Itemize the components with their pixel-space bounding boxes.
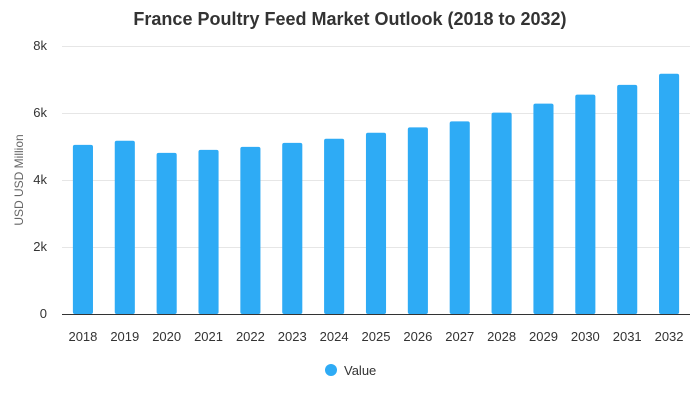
y-tick-label: 2k [33, 239, 47, 254]
bar-2022[interactable] [240, 146, 261, 314]
x-tick-label: 2022 [236, 329, 265, 344]
x-tick-label: 2020 [152, 329, 181, 344]
chart-title: France Poultry Feed Market Outlook (2018… [133, 9, 566, 29]
x-tick-label: 2031 [613, 329, 642, 344]
x-tick-label: 2019 [110, 329, 139, 344]
y-tick-label: 4k [33, 172, 47, 187]
bar-2025[interactable] [365, 132, 387, 314]
y-axis-label: USD USD Million [12, 134, 26, 225]
legend-label: Value [344, 363, 376, 378]
x-tick-label: 2032 [655, 329, 684, 344]
y-tick-label: 0 [40, 306, 47, 321]
bar-2027[interactable] [449, 121, 470, 314]
x-tick-label: 2018 [68, 329, 97, 344]
bars [72, 73, 680, 315]
x-tick-label: 2024 [320, 329, 349, 344]
y-tick-label: 8k [33, 38, 47, 53]
bar-2019[interactable] [114, 140, 135, 314]
y-tick-label: 6k [33, 105, 47, 120]
bar-2030[interactable] [575, 94, 596, 314]
legend[interactable]: Value [325, 363, 376, 378]
x-axis-ticks: 2018 2019 2020 2021 2022 2023 2024 2025 2026 2027… [68, 329, 683, 344]
bar-2021[interactable] [198, 149, 219, 314]
bar-2029[interactable] [533, 103, 554, 315]
x-tick-label: 2026 [403, 329, 432, 344]
x-tick-label: 2025 [362, 329, 391, 344]
bar-2031[interactable] [617, 84, 638, 314]
bar-2026[interactable] [407, 127, 428, 314]
x-tick-label: 2023 [278, 329, 307, 344]
x-tick-label: 2027 [445, 329, 474, 344]
x-tick-label: 2030 [571, 329, 600, 344]
bar-2018[interactable] [72, 144, 93, 314]
bar-2032[interactable] [659, 73, 680, 315]
bar-2020[interactable] [156, 152, 177, 314]
y-axis-ticks: 0 2k 4k 6k 8k [33, 38, 47, 321]
x-tick-label: 2029 [529, 329, 558, 344]
x-tick-label: 2028 [487, 329, 516, 344]
bar-2028[interactable] [491, 112, 512, 314]
legend-marker-icon [325, 364, 337, 376]
bar-2024[interactable] [324, 138, 345, 314]
x-tick-label: 2021 [194, 329, 223, 344]
bar-2023[interactable] [282, 142, 303, 314]
